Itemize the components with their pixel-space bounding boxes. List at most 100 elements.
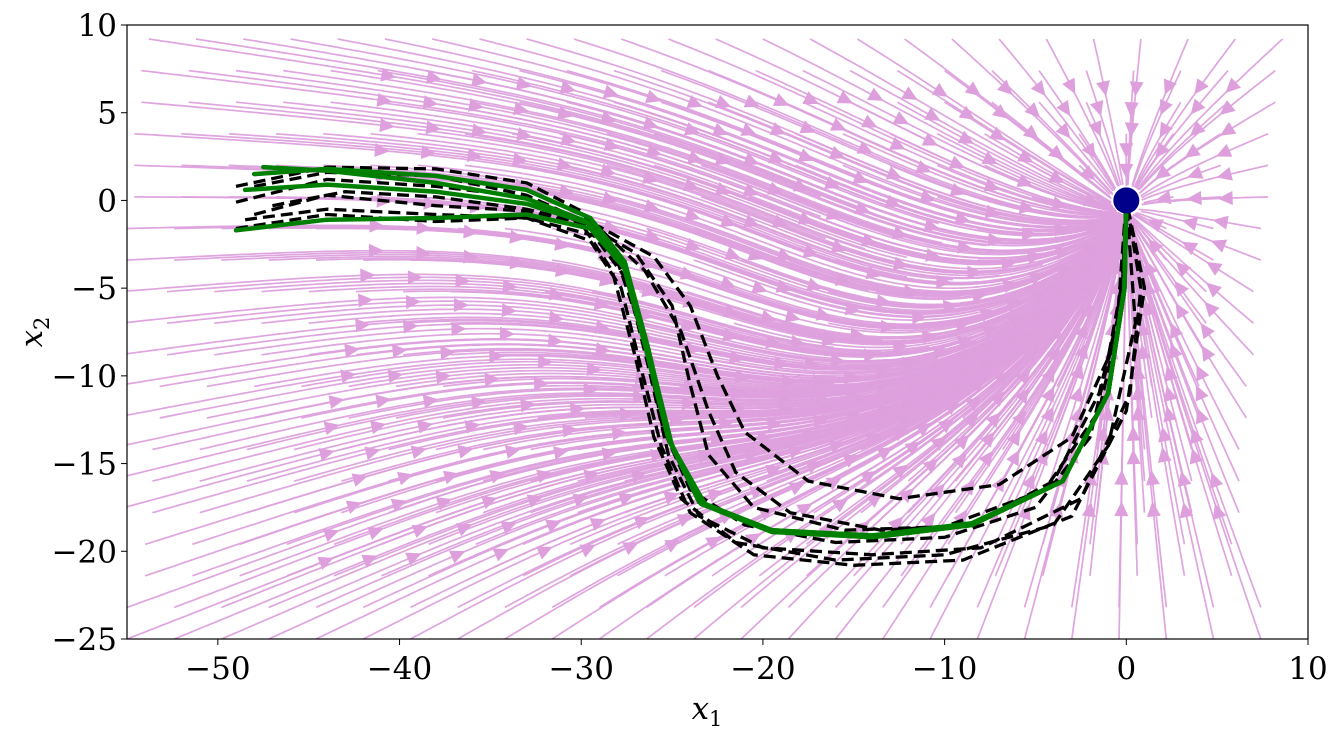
x-tick-label: 10 — [1288, 651, 1327, 687]
streamline-arrow — [997, 79, 1013, 95]
streamline — [1049, 215, 1127, 482]
streamline-arrow — [776, 247, 793, 261]
x-tick-label: −50 — [185, 651, 250, 687]
streamline-arrow — [538, 354, 554, 369]
streamline — [882, 214, 1125, 274]
streamline — [1126, 215, 1233, 577]
streamline-arrow — [875, 364, 892, 379]
streamline — [519, 101, 1124, 247]
streamline-arrow — [854, 201, 871, 215]
streamline — [1024, 215, 1124, 261]
streamline-arrow — [1195, 384, 1209, 402]
streamline-arrow — [876, 447, 894, 461]
streamline-arrow — [416, 220, 432, 235]
streamline-arrow — [963, 413, 979, 429]
streamline-arrow — [1196, 364, 1210, 382]
streamline — [228, 132, 908, 278]
streamline-arrow — [1034, 429, 1048, 446]
streamline-arrow — [1177, 470, 1192, 487]
streamline — [1126, 216, 1186, 545]
streamline-arrow — [1005, 299, 1022, 313]
streamline — [889, 133, 1118, 214]
streamline-arrow — [471, 72, 488, 87]
streamline-arrow — [1212, 503, 1227, 520]
streamline — [998, 38, 1116, 191]
streamline-arrow — [1174, 280, 1189, 297]
y-axis-ticks: 10 5 0 −5 −10 −15 −20 −25 — [52, 8, 127, 658]
streamline — [1017, 214, 1126, 293]
streamline — [370, 132, 1043, 277]
streamline-arrow — [1163, 78, 1177, 96]
streamline-arrow — [468, 97, 485, 112]
streamline — [214, 304, 935, 364]
streamline — [1141, 101, 1276, 193]
streamline-arrow — [355, 318, 371, 333]
streamline — [127, 296, 839, 360]
streamline — [1127, 214, 1247, 387]
streamline-arrow — [1204, 301, 1220, 318]
y-axis-label-subscript: 2 — [30, 317, 54, 330]
streamline-arrow — [1219, 121, 1237, 136]
streamline — [936, 164, 1119, 215]
streamline-arrow — [802, 91, 820, 105]
streamline-arrow — [954, 318, 971, 333]
streamline — [1131, 70, 1182, 187]
streamline-arrow — [875, 294, 892, 308]
streamline-arrow — [1131, 384, 1146, 401]
streamline — [984, 164, 1117, 212]
streamline — [1132, 254, 1215, 639]
streamline-arrow — [979, 431, 995, 448]
streamline-arrow — [602, 84, 620, 99]
streamline-arrow — [852, 170, 869, 184]
target-point — [1113, 187, 1140, 214]
streamline-arrow — [536, 546, 553, 560]
streamline-arrow — [954, 367, 972, 382]
streamline — [188, 101, 866, 250]
demonstration-line — [253, 170, 1128, 532]
streamline-arrow — [784, 309, 801, 323]
streamline-arrow — [1100, 405, 1115, 422]
streamline-arrow — [949, 182, 966, 197]
streamline-arrow — [374, 143, 390, 157]
streamline-arrow — [865, 265, 882, 280]
streamline — [1016, 216, 1126, 356]
streamline — [1009, 216, 1126, 419]
streamline-arrow — [1206, 282, 1222, 298]
streamline-arrow — [989, 126, 1006, 141]
streamline — [1137, 101, 1229, 191]
streamline — [795, 133, 1121, 222]
streamline — [896, 101, 1114, 209]
streamline-arrow — [1196, 407, 1210, 425]
streamline — [1127, 216, 1240, 514]
streamline — [1126, 38, 1142, 186]
streamline-arrow — [618, 492, 635, 506]
streamline-arrow — [843, 370, 860, 385]
streamline-arrow — [912, 310, 928, 325]
streamline-arrow — [683, 177, 700, 192]
streamline-arrow — [471, 395, 487, 410]
streamline-arrow — [1146, 501, 1161, 517]
streamline — [834, 248, 1114, 608]
streamline — [1063, 214, 1127, 356]
streamline-arrow — [948, 155, 966, 169]
streamline — [395, 301, 1058, 419]
streamline-arrow — [915, 160, 932, 174]
streamline-arrow — [958, 105, 976, 120]
streamline-arrow — [1089, 100, 1104, 117]
streamline — [929, 214, 1123, 243]
streamline — [152, 394, 864, 482]
streamline-arrow — [765, 464, 782, 479]
streamline-arrow — [856, 140, 874, 154]
streamline-arrow — [420, 145, 437, 160]
streamline — [1138, 208, 1261, 230]
streamline-arrow — [999, 352, 1016, 368]
streamline-arrow — [802, 244, 819, 258]
streamline — [362, 398, 944, 639]
y-tick-label: 10 — [78, 8, 117, 44]
streamline — [1002, 215, 1127, 514]
streamline-arrow — [558, 183, 575, 198]
streamline-arrow — [1200, 322, 1215, 340]
streamline-arrow — [992, 103, 1009, 119]
streamline-arrow — [1069, 386, 1083, 403]
